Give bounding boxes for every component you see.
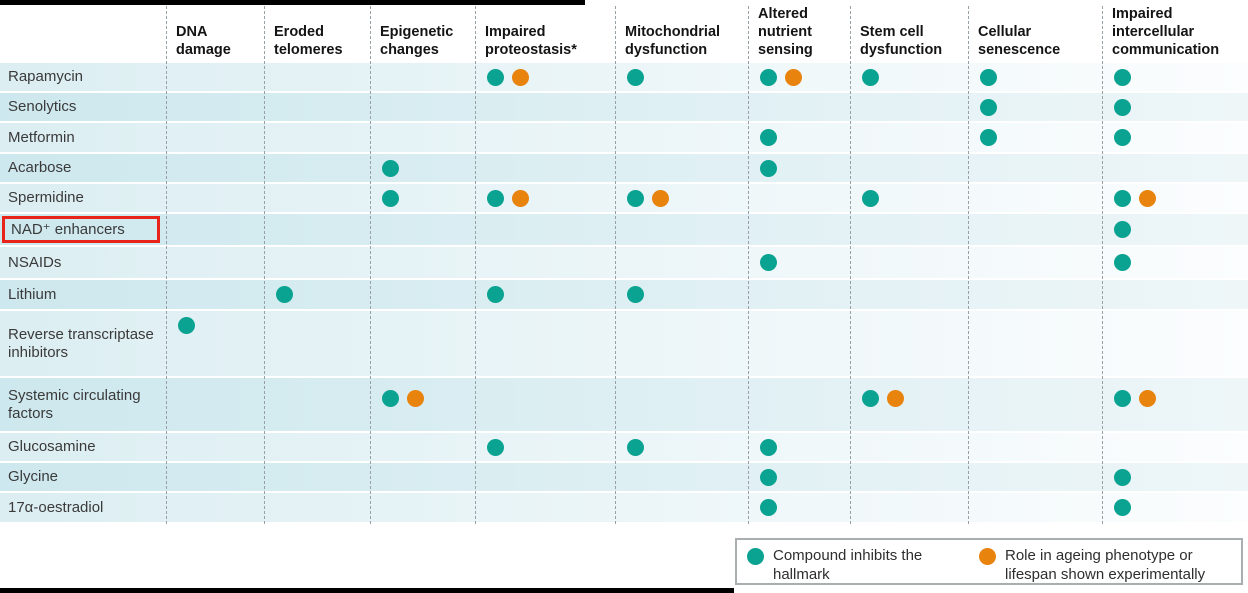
table-row: Acarbose xyxy=(0,154,1248,184)
teal-dot xyxy=(627,286,644,303)
table-row: Glucosamine xyxy=(0,433,1248,463)
teal-dot xyxy=(627,69,644,86)
column-separator-line xyxy=(264,6,265,524)
teal-dot xyxy=(862,190,879,207)
row-label: Spermidine xyxy=(8,189,84,207)
teal-dot xyxy=(760,69,777,86)
column-separator-line xyxy=(1102,6,1103,524)
top-border-bar xyxy=(0,0,585,5)
table-row: Rapamycin xyxy=(0,63,1248,93)
teal-dot xyxy=(760,439,777,456)
column-header: Eroded telomeres xyxy=(274,24,343,58)
table-row: NAD⁺ enhancers xyxy=(0,214,1248,247)
bottom-border-bar xyxy=(0,588,734,593)
row-label: Glucosamine xyxy=(8,438,96,456)
teal-dot xyxy=(862,390,879,407)
column-header: Altered nutrient sensing xyxy=(758,6,813,58)
teal-dot xyxy=(1114,99,1131,116)
legend-item-inhibits: Compound inhibits the hallmark xyxy=(747,546,943,584)
legend: Compound inhibits the hallmark Role in a… xyxy=(735,538,1243,585)
orange-dot xyxy=(887,390,904,407)
legend-inhibits-label: Compound inhibits the hallmark xyxy=(773,547,923,583)
teal-dot xyxy=(382,390,399,407)
legend-orange-dot-icon xyxy=(979,548,996,565)
orange-dot xyxy=(407,390,424,407)
column-separator-line xyxy=(370,6,371,524)
header-row: DNA damage Eroded telomeres Epigenetic cha… xyxy=(0,0,1248,62)
teal-dot xyxy=(760,160,777,177)
row-label: Systemic circulating factors xyxy=(8,387,141,422)
teal-dot xyxy=(382,190,399,207)
table-row: 17α-oestradiol xyxy=(0,493,1248,524)
row-label: Senolytics xyxy=(8,98,77,116)
table-row: Systemic circulating factors xyxy=(0,378,1248,433)
column-separator-line xyxy=(968,6,969,524)
dot-grid: Rapamycin Senolytics Metformin Acarbose Sper… xyxy=(0,63,1248,524)
teal-dot xyxy=(1114,499,1131,516)
column-separator-line xyxy=(475,6,476,524)
teal-dot xyxy=(487,439,504,456)
column-header: Impaired proteostasis* xyxy=(485,24,577,58)
row-label: 17α-oestradiol xyxy=(8,498,104,516)
row-label: Rapamycin xyxy=(8,68,84,86)
orange-dot xyxy=(785,69,802,86)
column-header: Stem cell dysfunction xyxy=(860,24,943,58)
teal-dot xyxy=(487,286,504,303)
legend-teal-dot-icon xyxy=(747,548,764,565)
table-row: Glycine xyxy=(0,463,1248,493)
orange-dot xyxy=(652,190,669,207)
teal-dot xyxy=(487,190,504,207)
row-label-highlighted: NAD⁺ enhancers xyxy=(2,216,160,243)
legend-experimental-label: Role in ageing phenotype or lifespan sho… xyxy=(1005,547,1206,583)
teal-dot xyxy=(1114,190,1131,207)
table-row: Lithium xyxy=(0,280,1248,311)
teal-dot xyxy=(980,99,997,116)
row-label: NSAIDs xyxy=(8,253,62,271)
teal-dot xyxy=(1114,69,1131,86)
table-row: Senolytics xyxy=(0,93,1248,123)
teal-dot xyxy=(1114,254,1131,271)
column-header: Epigenetic changes xyxy=(380,24,454,58)
row-label: Acarbose xyxy=(8,159,72,177)
row-label: Metformin xyxy=(8,128,75,146)
column-header: Cellular senescence xyxy=(978,24,1061,58)
column-separator-line xyxy=(850,6,851,524)
teal-dot xyxy=(862,69,879,86)
table-row: Reverse transcriptase inhibitors xyxy=(0,311,1248,378)
table-row: Spermidine xyxy=(0,184,1248,214)
orange-dot xyxy=(1139,190,1156,207)
teal-dot xyxy=(627,439,644,456)
column-separator-line xyxy=(166,6,167,524)
column-separator-line xyxy=(615,6,616,524)
teal-dot xyxy=(487,69,504,86)
row-label: Lithium xyxy=(8,285,57,303)
teal-dot xyxy=(1114,129,1131,146)
table-row: NSAIDs xyxy=(0,247,1248,280)
row-label: Glycine xyxy=(8,468,59,486)
orange-dot xyxy=(1139,390,1156,407)
teal-dot xyxy=(980,129,997,146)
teal-dot xyxy=(1114,221,1131,238)
column-header: Mitochondrial dysfunction xyxy=(625,24,721,58)
teal-dot xyxy=(760,254,777,271)
teal-dot xyxy=(760,129,777,146)
teal-dot xyxy=(627,190,644,207)
teal-dot xyxy=(276,286,293,303)
teal-dot xyxy=(760,499,777,516)
teal-dot xyxy=(980,69,997,86)
column-header: Impaired intercellular communication xyxy=(1112,6,1220,58)
teal-dot xyxy=(1114,469,1131,486)
teal-dot xyxy=(382,160,399,177)
teal-dot xyxy=(178,317,195,334)
table-row: Metformin xyxy=(0,123,1248,154)
teal-dot xyxy=(760,469,777,486)
row-label: Reverse transcriptase inhibitors xyxy=(8,326,154,361)
orange-dot xyxy=(512,190,529,207)
legend-item-experimental: Role in ageing phenotype or lifespan sho… xyxy=(979,546,1243,584)
column-separator-line xyxy=(748,6,749,524)
column-header: DNA damage xyxy=(176,24,231,58)
teal-dot xyxy=(1114,390,1131,407)
orange-dot xyxy=(512,69,529,86)
